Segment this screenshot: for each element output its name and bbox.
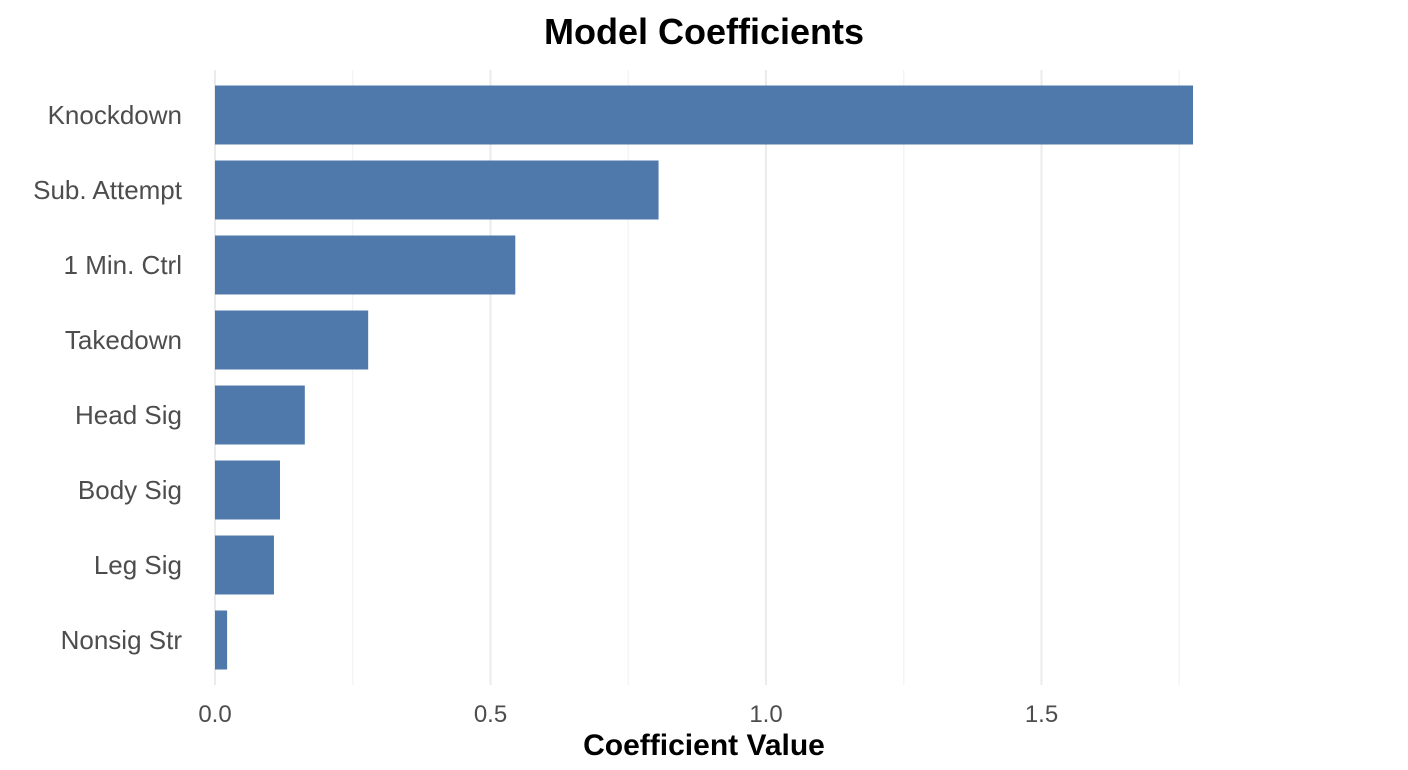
category-label: Sub. Attempt (33, 175, 183, 205)
bar (215, 310, 369, 370)
bar (215, 160, 659, 220)
category-label: Leg Sig (94, 550, 182, 580)
category-label: Takedown (65, 325, 182, 355)
x-tick-label: 0.0 (198, 701, 231, 728)
category-label: Body Sig (78, 475, 182, 505)
chart-title: Model Coefficients (544, 11, 864, 52)
x-tick-labels: 0.0 0.5 1.0 1.5 (198, 701, 1058, 728)
bar (215, 85, 1194, 145)
bar (215, 610, 228, 670)
bars (215, 85, 1194, 670)
category-label: Nonsig Str (61, 625, 183, 655)
category-label: Knockdown (48, 100, 182, 130)
bar (215, 460, 281, 520)
category-labels: Knockdown Sub. Attempt 1 Min. Ctrl Takedown… (33, 100, 183, 655)
x-axis-label: Coefficient Value (583, 729, 825, 762)
x-tick-label: 1.5 (1025, 701, 1058, 728)
x-tick-label: 0.5 (474, 701, 507, 728)
bar (215, 235, 516, 295)
bar (215, 385, 305, 445)
category-label: 1 Min. Ctrl (64, 250, 182, 280)
bar (215, 535, 274, 595)
category-label: Head Sig (75, 400, 182, 430)
x-tick-label: 1.0 (749, 701, 782, 728)
